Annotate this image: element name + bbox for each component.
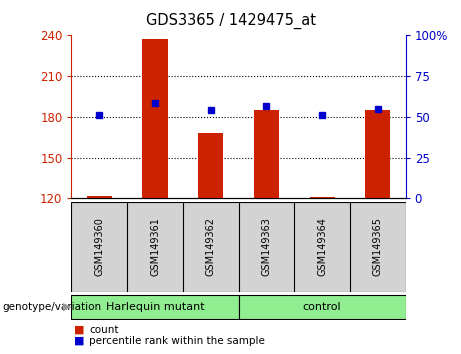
Text: ■: ■ (74, 325, 84, 335)
Bar (71, 295, 239, 319)
Text: percentile rank within the sample: percentile rank within the sample (89, 336, 265, 346)
Text: Harlequin mutant: Harlequin mutant (106, 302, 204, 312)
Text: ■: ■ (74, 336, 84, 346)
Text: GDS3365 / 1429475_at: GDS3365 / 1429475_at (146, 12, 315, 29)
Text: GSM149364: GSM149364 (317, 217, 327, 276)
Text: GSM149360: GSM149360 (95, 217, 104, 276)
Text: GSM149365: GSM149365 (373, 217, 383, 276)
Text: ▶: ▶ (63, 302, 71, 312)
Text: GSM149362: GSM149362 (206, 217, 216, 276)
Text: genotype/variation: genotype/variation (2, 302, 101, 312)
Bar (238, 295, 406, 319)
Bar (198, 133, 223, 198)
Text: GSM149361: GSM149361 (150, 217, 160, 276)
FancyBboxPatch shape (71, 202, 406, 292)
Text: count: count (89, 325, 118, 335)
Bar (142, 40, 167, 198)
Bar (254, 110, 279, 198)
Bar (87, 195, 112, 198)
Text: control: control (303, 302, 342, 312)
Text: GSM149363: GSM149363 (261, 217, 272, 276)
Bar (310, 197, 335, 198)
Bar (365, 110, 390, 198)
